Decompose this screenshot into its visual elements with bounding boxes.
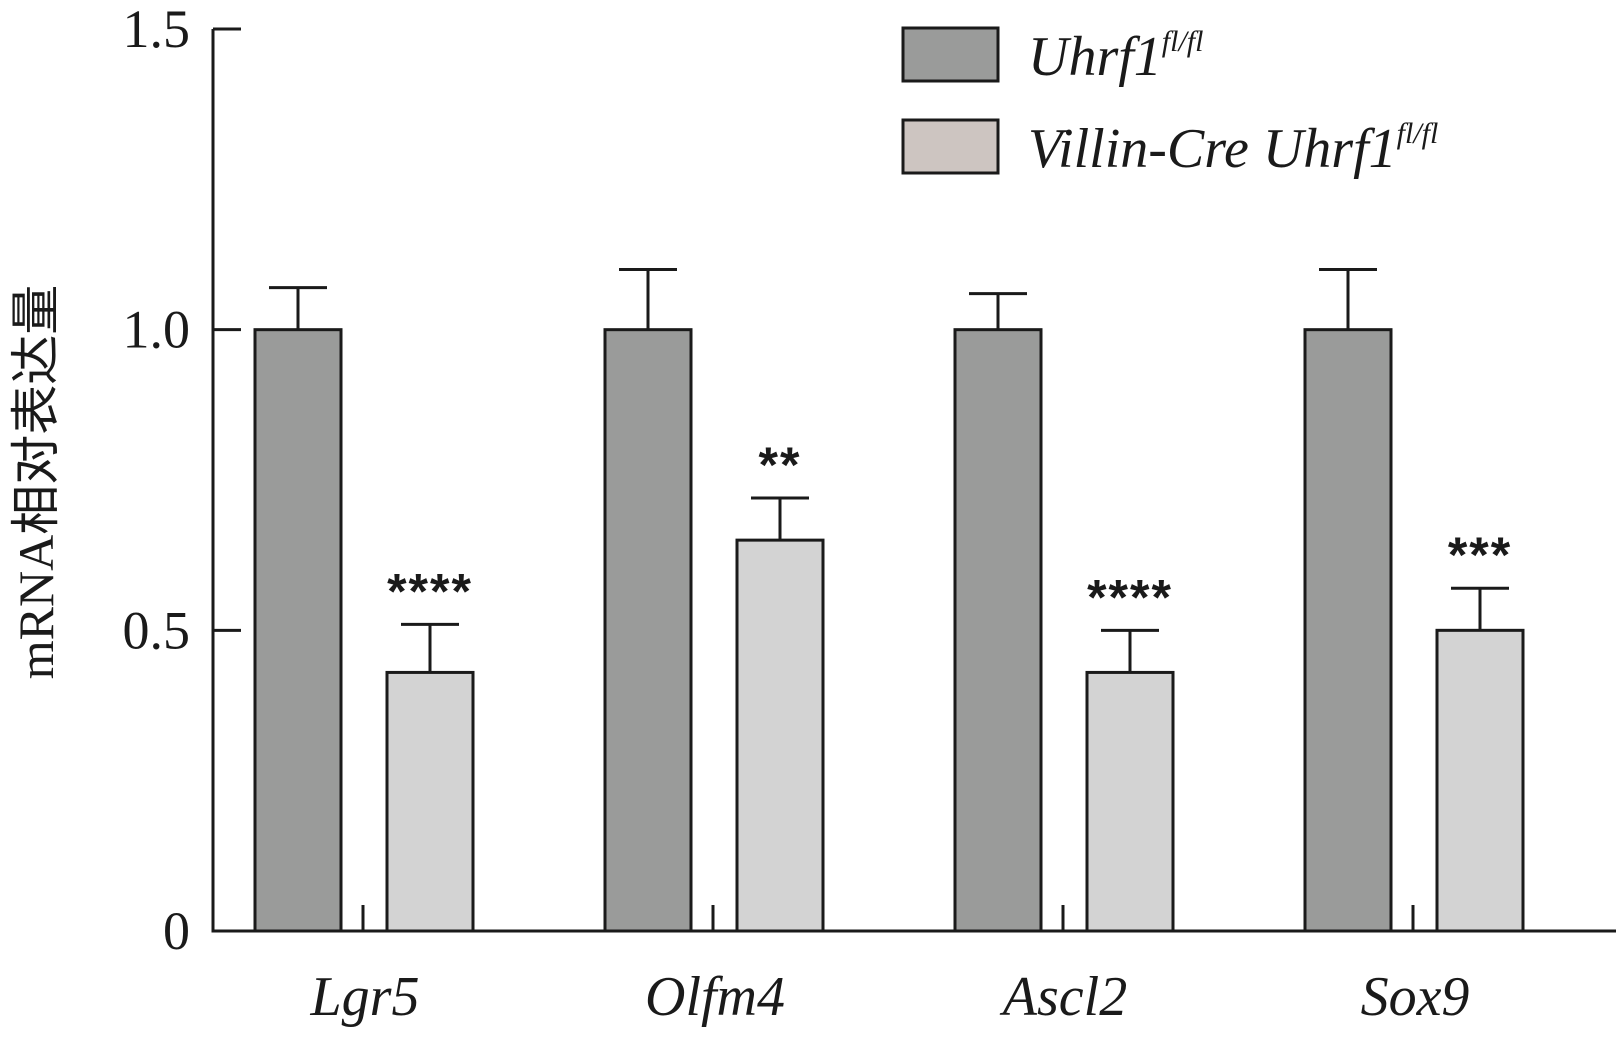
legend-label-superscript: fl/fl — [1162, 25, 1204, 58]
bar-sox9-control — [1303, 328, 1393, 933]
bar-lgr5-control — [253, 328, 343, 933]
labels: 0 0.5 1.0 1.5 mRNA相对表达量 **** Lgr5 ** Olfm4 **** As… — [8, 0, 1512, 1028]
y-tick-label: 1.5 — [123, 0, 191, 59]
significance-label: *** — [1448, 527, 1512, 583]
y-tick-label: 0.5 — [123, 600, 191, 660]
significance-label: **** — [1087, 569, 1173, 625]
bar-sox9-knockout — [1435, 628, 1525, 933]
bar-ascl2-knockout — [1085, 670, 1175, 933]
significance-label: **** — [387, 563, 473, 619]
legend-label-main: Uhrf1 — [1028, 26, 1162, 88]
y-tick-label: 0 — [163, 901, 190, 961]
x-category-label: Olfm4 — [645, 966, 785, 1028]
x-category-label: Sox9 — [1361, 966, 1470, 1028]
x-category-label: Lgr5 — [310, 966, 420, 1028]
legend-label-main: Villin-Cre Uhrf1 — [1028, 118, 1397, 180]
x-category-label: Ascl2 — [999, 966, 1127, 1028]
bars — [253, 268, 1525, 933]
legend-swatch — [901, 118, 1000, 175]
significance-label: ** — [759, 437, 802, 493]
bar-olfm4-knockout — [735, 538, 825, 933]
bar-lgr5-knockout — [385, 670, 475, 933]
bar-olfm4-control — [603, 328, 693, 933]
y-tick-label: 1.0 — [123, 300, 191, 360]
legend-label-superscript: fl/fl — [1397, 117, 1439, 150]
bar-ascl2-control — [953, 328, 1043, 933]
legend-swatch — [901, 26, 1000, 83]
y-axis-title: mRNA相对表达量 — [8, 285, 64, 679]
legend-label: Villin-Cre Uhrf1fl/fl — [1028, 117, 1438, 180]
legend-label: Uhrf1fl/fl — [1028, 25, 1203, 88]
